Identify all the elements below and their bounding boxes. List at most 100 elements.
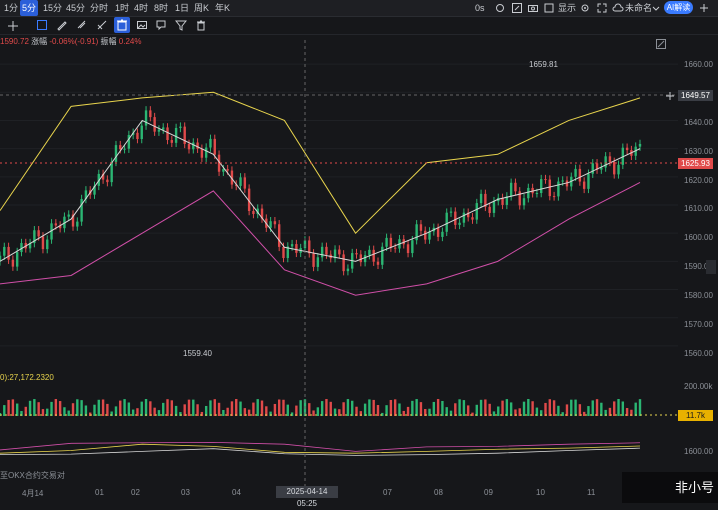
candle-body [587,173,590,189]
alert-icon[interactable] [155,19,167,31]
ruler-icon[interactable] [76,19,88,31]
settings-icon[interactable] [494,2,506,14]
pen-icon[interactable] [56,19,68,31]
timeframe-1m[interactable]: 1分 [4,3,19,13]
date-tick: 04 [232,488,241,497]
candle-body [166,127,169,141]
volume-bar [479,399,483,416]
candle-body [217,154,221,172]
layout-name[interactable]: 未命名 [625,3,653,13]
timeframe-5m[interactable]: 5分 [20,0,39,16]
timeframe-year[interactable]: 年K [215,3,231,13]
candle-body [222,169,225,172]
candle-body [591,163,594,174]
candle-body [46,239,49,250]
watermark-logo: 非小号 [622,472,718,503]
candle-body [37,230,40,237]
volume-bar [325,399,328,416]
display-menu[interactable]: 显示 [558,3,577,13]
candle-body [613,161,616,175]
timeframe-8h[interactable]: 8时 [154,3,169,13]
timeframe-1d[interactable]: 1日 [175,3,190,13]
trash-icon[interactable] [195,19,207,31]
candle-body [518,191,521,206]
add-alert-icon[interactable] [664,90,676,102]
candle-body [552,196,556,198]
price-tick: 1640.00 [684,118,713,127]
volume-bar [441,400,444,416]
date-tick: 11 [587,488,596,497]
edit-icon[interactable] [511,2,523,14]
date-tick: 01 [95,488,104,497]
gear-icon[interactable] [579,2,591,14]
volume-bar [449,410,453,416]
timeframe-week[interactable]: 周K [194,3,210,13]
side-collapse-icon[interactable] [706,260,716,274]
chart-grid [0,63,678,347]
candle-body [7,246,10,260]
volume-bar [273,403,277,416]
filter-icon[interactable] [175,19,187,31]
volume-bar [398,403,401,416]
candle-body [557,181,560,197]
volume-bar [638,399,642,416]
volume-bar [595,399,599,416]
timeframe-15m[interactable]: 15分 [43,3,63,13]
candle-body [509,182,513,197]
volume-axis-tick: 200.00k [684,382,713,391]
chevron-down-icon[interactable] [650,2,662,14]
date-tick: 03 [181,488,190,497]
volume-bar [522,401,526,416]
volume-tag: 11.7k [678,410,713,421]
timeframe-timeshare[interactable]: 分时 [90,3,109,13]
timeframe-4h[interactable]: 4时 [134,3,149,13]
volume-bar [80,400,83,416]
image-icon[interactable] [136,19,148,31]
volume-bar [445,407,448,416]
candle-body [41,236,45,250]
measure-icon[interactable] [96,19,108,31]
candle-body [200,148,204,158]
volume-bar [136,408,139,416]
timeframe-45m[interactable]: 45分 [66,3,86,13]
volume-bar [174,405,178,416]
candle-body [355,253,358,255]
candle-body [187,143,191,150]
candle-body [243,177,247,189]
volume-bar [157,410,161,416]
cursor-icon[interactable] [36,19,48,31]
volume-bar [312,410,315,416]
fullscreen-icon[interactable] [543,2,555,14]
volume-bar [625,408,629,416]
candle-body [492,201,496,213]
ai-interpret-button[interactable]: AI解读 [664,1,693,14]
volume-bar [497,406,500,416]
candle-body [80,198,83,222]
candle-body [574,168,577,177]
volume-bar [269,411,272,416]
maximize-icon[interactable] [596,2,608,14]
candle-body [595,163,599,170]
candle-body [235,184,238,186]
crosshair-icon[interactable] [7,20,19,32]
candle-body [338,249,341,255]
more-icon[interactable] [698,2,710,14]
candle-body [149,110,152,118]
expand-icon[interactable] [655,38,667,50]
volume-bar [320,401,324,416]
amplitude-label: 振幅 [100,37,117,46]
volume-bar [471,412,474,416]
camera-icon[interactable] [527,2,539,14]
candle-body [484,193,487,207]
timeframe-1h[interactable]: 1时 [115,3,130,13]
candle-body [454,211,457,225]
delete-drawing-icon[interactable] [114,17,130,33]
volume-bar [230,401,234,416]
candle-body [286,246,289,259]
candle-body [170,140,174,143]
change-label: 涨幅 [31,37,48,46]
volume-bar [260,400,264,416]
candle-body [123,148,126,150]
candle-body [308,240,311,254]
